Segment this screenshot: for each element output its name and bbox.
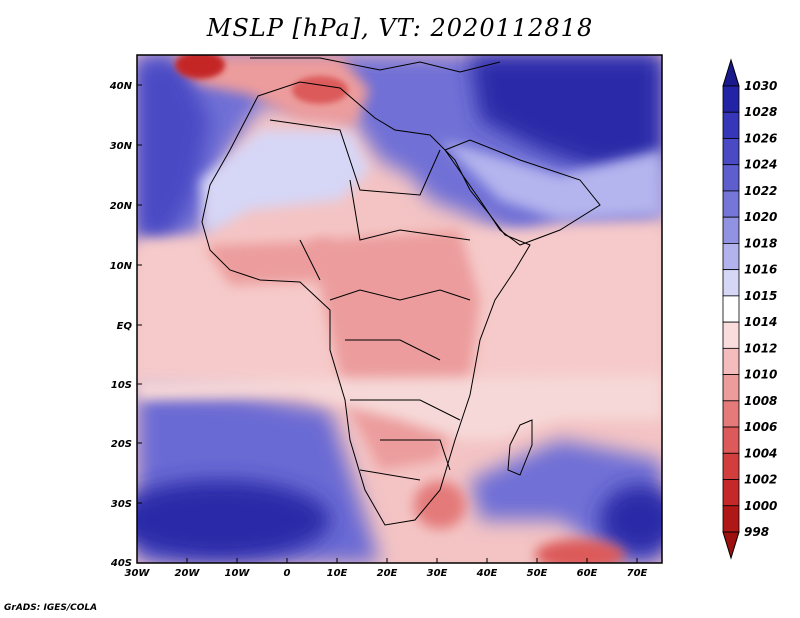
colorbar-label: 1014 [744, 315, 777, 329]
colorbar-label: 1022 [744, 184, 777, 198]
colorbar-label: 1030 [744, 79, 777, 93]
colorbar-label: 1024 [744, 158, 777, 172]
lat-tick-label: 20S [111, 439, 132, 450]
madagascar-coastline [507, 419, 533, 476]
grads-credit: GrADS: IGES/COLA [4, 603, 98, 613]
colorbar-segment [722, 243, 740, 271]
colorbar-label: 1020 [744, 210, 777, 224]
colorbar-label: 1028 [744, 105, 777, 119]
lon-tick-label: 30W [125, 568, 151, 579]
colorbar-label: 998 [744, 525, 769, 539]
colorbar-segment [722, 321, 740, 349]
lat-tick-label: 10S [111, 380, 132, 391]
coastlines [201, 57, 601, 526]
colorbar-label: 1004 [744, 446, 777, 460]
colorbar-label: 1008 [744, 394, 777, 408]
africa-coastline [201, 81, 531, 526]
colorbar-segment [722, 400, 740, 428]
lon-tick-label: 10E [327, 568, 348, 579]
lat-tick-label: 20N [110, 201, 133, 212]
lat-tick-label: EQ [117, 321, 133, 332]
map-figure: 40N 30N 20N 10N EQ 10S 20S 30S 40S 30W 2… [109, 54, 777, 579]
colorbar-label: 1026 [744, 131, 777, 145]
lon-tick-label: 10W [225, 568, 251, 579]
colorbar-max-arrow [722, 58, 740, 87]
colorbar-min-arrow [722, 531, 740, 560]
colorbar-segment [722, 85, 740, 113]
map-title: MSLP [hPa], VT: 2020112818 [206, 14, 594, 42]
lon-tick-label: 20W [175, 568, 201, 579]
colorbar-label: 1015 [744, 289, 777, 303]
eurasia-high-core [470, 55, 662, 170]
colorbar-segment [722, 164, 740, 192]
colorbar-segment [722, 269, 740, 297]
colorbar-label: 1006 [744, 420, 777, 434]
colorbar-segment [722, 111, 740, 139]
pressure-field [137, 55, 662, 563]
colorbar-segment [722, 426, 740, 454]
lat-tick-label: 30S [111, 499, 132, 510]
colorbar-label: 1012 [744, 341, 777, 355]
europe-coastline [250, 57, 501, 73]
colorbar-segment [722, 295, 740, 323]
colorbar: 1030 1028 1026 1024 1022 1020 1018 1016 1015 1014… [722, 58, 777, 560]
colorbar-segment [722, 505, 740, 533]
colorbar-label: 1002 [744, 473, 777, 487]
colorbar-label: 1010 [744, 368, 777, 382]
lat-tick-label: 10N [110, 261, 133, 272]
colorbar-segment [722, 216, 740, 244]
colorbar-label: 1016 [744, 263, 777, 277]
lat-tick-label: 40S [110, 558, 132, 569]
plot-frame [136, 54, 663, 564]
colorbar-segment [722, 374, 740, 402]
colorbar-segment [722, 347, 740, 375]
arabia-coastline [444, 139, 601, 246]
colorbar-segment [722, 190, 740, 218]
colorbar-segment [722, 138, 740, 166]
arabia-ridge [440, 140, 662, 220]
lon-tick-label: 70E [627, 568, 648, 579]
lat-tick-label: 40N [109, 81, 133, 92]
colorbar-label: 1000 [744, 499, 777, 513]
country-borders [269, 119, 471, 481]
lon-tick-label: 40E [476, 568, 498, 579]
lon-tick-label: 60E [577, 568, 598, 579]
lon-tick-label: 30E [427, 568, 448, 579]
lon-tick-label: 50E [527, 568, 548, 579]
colorbar-label: 1018 [744, 236, 777, 250]
colorbar-segment [722, 452, 740, 480]
lat-axis: 40N 30N 20N 10N EQ 10S 20S 30S 40S [109, 81, 142, 569]
lon-tick-label: 20E [377, 568, 398, 579]
lon-tick-label: 0 [284, 568, 291, 579]
colorbar-segment [722, 479, 740, 507]
lon-axis: 30W 20W 10W 0 10E 20E 30E 40E 50E 60E 70… [125, 558, 648, 579]
lat-tick-label: 30N [110, 141, 133, 152]
